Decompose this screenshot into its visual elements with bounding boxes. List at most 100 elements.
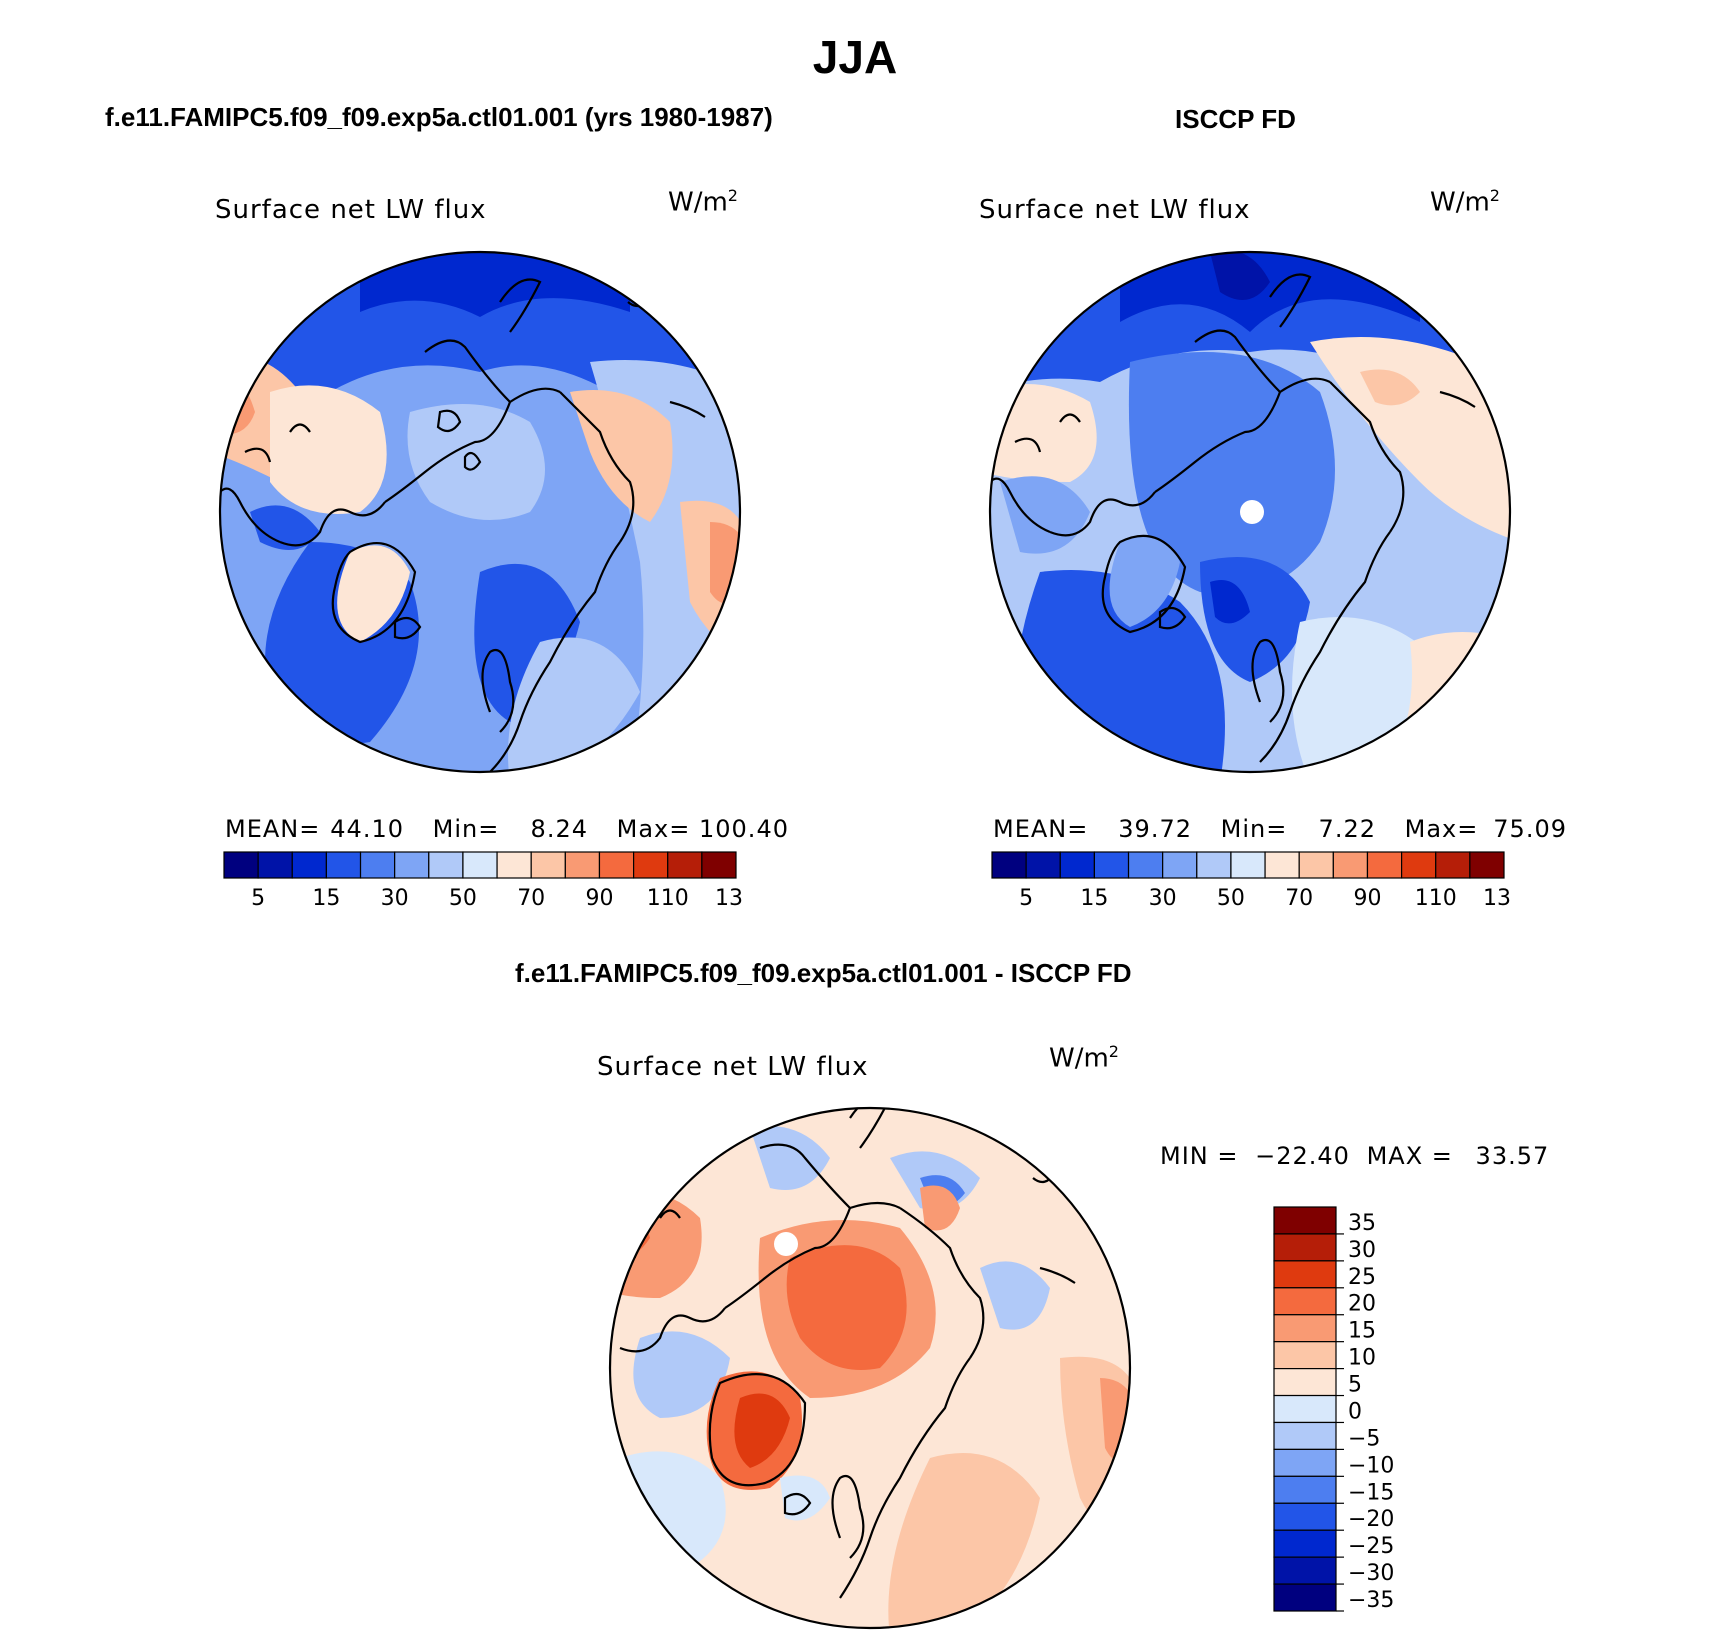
diff-colorbar-box <box>1273 1206 1337 1235</box>
model-colorbar-box <box>564 851 601 879</box>
obs-colorbar-box <box>1469 851 1505 879</box>
model-colorbar-box <box>598 851 635 879</box>
model-min-value: 8.24 <box>530 815 588 843</box>
diff-colorbar-tick: 5 <box>1348 1373 1362 1398</box>
diff-colorbar-box <box>1273 1502 1337 1531</box>
diff-min-label: MIN = <box>1160 1142 1239 1170</box>
diff-coastlines <box>610 1108 1076 1599</box>
obs-colorbar-tick: 15 <box>1080 886 1108 910</box>
model-hudson-band <box>250 505 320 550</box>
diff-colorbar-tick: 25 <box>1348 1265 1376 1290</box>
obs-colorbar-box <box>1059 851 1096 879</box>
model-colorbar-box <box>359 851 396 879</box>
model-colorbar-box <box>667 851 703 879</box>
diff-europe-warm <box>888 1453 1040 1628</box>
obs-colorbar-box <box>1401 851 1437 879</box>
diff-stats: MIN = −22.40 MAX = 33.57 <box>1160 1142 1549 1170</box>
model-variable-label: Surface net LW flux <box>215 195 487 225</box>
diff-colorbar-box <box>1273 1341 1337 1370</box>
diff-greenland-core <box>734 1393 790 1468</box>
diff-colorbar-box <box>1273 1287 1337 1316</box>
diff-colorbar-tick: 30 <box>1348 1238 1376 1263</box>
diff-colorbar-box <box>1273 1368 1337 1397</box>
obs-pole-hole <box>1240 500 1264 524</box>
diff-colorbar-tick: −20 <box>1348 1507 1394 1532</box>
model-coastlines <box>220 278 706 772</box>
model-max-value: 100.40 <box>699 815 789 843</box>
model-panel-heading: f.e11.FAMIPC5.f09_f09.exp5a.ctl01.001 (y… <box>105 102 773 132</box>
diff-colorbar-tick: 10 <box>1348 1346 1376 1371</box>
model-colorbar-box <box>633 851 669 879</box>
diff-units-label: W/m2 <box>1049 1042 1119 1074</box>
obs-colorbar-box <box>1264 851 1300 879</box>
diff-colorbar-tick: −35 <box>1348 1588 1394 1613</box>
obs-colorbar: 5 15 30 50 70 90 110 130 <box>991 851 1510 910</box>
model-colorbar-tick: 130 <box>715 886 742 910</box>
obs-greenland <box>1109 535 1180 627</box>
diff-variable-label: Surface net LW flux <box>597 1052 869 1082</box>
model-arctic-basin <box>407 404 545 520</box>
obs-colorbar-tick: 30 <box>1149 886 1177 910</box>
diff-east-cool <box>980 1261 1050 1330</box>
obs-siberia-warm <box>1310 337 1510 542</box>
model-colorbar-box <box>223 851 259 879</box>
obs-colorbar-box <box>1162 851 1198 879</box>
model-europe-cool <box>508 637 640 772</box>
diff-colorbar-box <box>1273 1233 1337 1262</box>
model-mean-label: MEAN= <box>225 815 321 843</box>
obs-max-label: Max= <box>1404 815 1479 843</box>
diff-map <box>608 1106 1132 1630</box>
model-colorbar-box <box>530 851 566 879</box>
model-min-label: Min= <box>432 815 500 843</box>
obs-colorbar-box <box>991 851 1027 879</box>
diff-arctic-core <box>786 1245 907 1370</box>
obs-west-warm <box>990 384 1097 482</box>
diff-colorbar-tick: −5 <box>1348 1426 1380 1451</box>
obs-panel-heading: ISCCP FD <box>1175 104 1296 134</box>
obs-colorbar-tick: 50 <box>1217 886 1245 910</box>
model-colorbar-tick: 110 <box>647 886 689 910</box>
obs-colorbar-box <box>1230 851 1266 879</box>
model-colorbar-tick: 70 <box>517 886 545 910</box>
diff-east-hot <box>1100 1378 1130 1461</box>
model-units-label: W/m2 <box>668 186 738 218</box>
obs-max-value: 75.09 <box>1493 815 1567 843</box>
obs-min-value: 7.22 <box>1318 815 1376 843</box>
model-colorbar-box <box>496 851 532 879</box>
obs-siberia-spot <box>1360 369 1420 406</box>
obs-colorbar-box <box>1332 851 1369 879</box>
model-colorbar-tick: 30 <box>381 886 409 910</box>
obs-colorbar-tick: 90 <box>1353 886 1381 910</box>
obs-variable-label: Surface net LW flux <box>979 195 1251 225</box>
diff-pole-hole <box>774 1232 798 1256</box>
diff-colorbar-box <box>1273 1529 1337 1558</box>
obs-mean-value: 39.72 <box>1118 815 1192 843</box>
diff-colorbar-box <box>1273 1314 1337 1343</box>
diff-colorbar-box <box>1273 1448 1337 1477</box>
obs-colorbar-box <box>1366 851 1403 879</box>
diff-min-value: −22.40 <box>1255 1142 1350 1170</box>
model-colorbar-box <box>257 851 293 879</box>
diff-colorbar-box <box>1273 1260 1337 1289</box>
diff-hudson-cool <box>633 1331 730 1418</box>
obs-map <box>988 250 1512 774</box>
model-map-border <box>218 250 742 774</box>
model-siberia-warm <box>570 390 673 522</box>
obs-arctic-basin <box>1128 352 1335 594</box>
model-colorbar-box <box>701 851 737 879</box>
model-colorbar-box <box>428 851 464 879</box>
diff-colorbar-tick: 15 <box>1348 1319 1376 1344</box>
diff-colorbar-box <box>1273 1475 1337 1504</box>
obs-north-deep <box>1210 252 1270 300</box>
obs-colorbar-box <box>1435 851 1471 879</box>
obs-map-border <box>988 250 1512 774</box>
obs-mean-label: MEAN= <box>993 815 1089 843</box>
obs-colorbar-box <box>1196 851 1232 879</box>
diff-colorbar-tick: −30 <box>1348 1561 1394 1586</box>
main-title: JJA <box>812 31 898 83</box>
diff-max-label: MAX = <box>1366 1142 1453 1170</box>
model-colorbar-box <box>325 851 362 879</box>
model-colorbar: 5 15 30 50 70 90 110 130 <box>223 851 742 910</box>
model-colorbar-box <box>462 851 498 879</box>
